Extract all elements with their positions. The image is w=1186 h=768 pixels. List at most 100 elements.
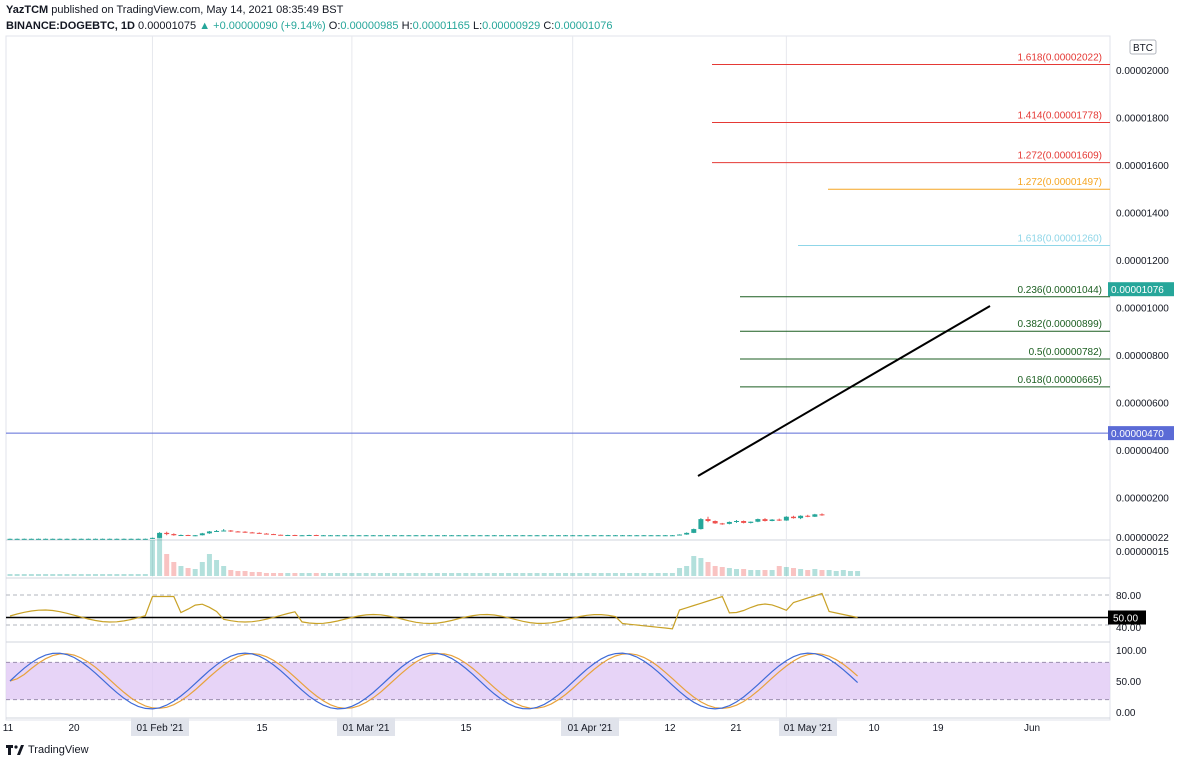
candle-body <box>78 538 84 540</box>
publisher-name[interactable]: YazTCM <box>6 4 49 16</box>
volume-bar <box>798 569 804 576</box>
candle-body <box>164 532 170 535</box>
candle-body <box>135 538 141 540</box>
candle-body <box>299 535 305 537</box>
stoch-d-line <box>9 652 858 710</box>
current-price-label: 0.00001076 <box>1111 285 1164 296</box>
candle-body <box>64 538 70 540</box>
volume-bar <box>719 567 725 576</box>
volume-bar <box>392 573 398 576</box>
candle-body <box>420 535 426 537</box>
fib-level-label: 0.382(0.00000899) <box>1017 319 1102 330</box>
candle-body <box>712 521 718 524</box>
candle-body <box>812 514 818 517</box>
candle-body <box>242 531 248 533</box>
candle-body <box>634 535 640 537</box>
x-tick-label: 10 <box>868 723 880 734</box>
volume-bar <box>14 574 20 576</box>
candle-body <box>598 535 604 537</box>
volume-bar <box>712 566 718 576</box>
candle-body <box>85 538 91 540</box>
volume-bar <box>50 574 56 576</box>
candle-body <box>50 538 56 540</box>
candle-body <box>698 519 704 530</box>
candle-body <box>306 535 312 537</box>
candle-body <box>214 530 220 532</box>
candle-body <box>171 534 177 536</box>
x-label-highlight <box>561 718 619 736</box>
footer-brand[interactable]: TradingView <box>6 744 89 756</box>
volume-bar <box>100 574 106 576</box>
candle-body <box>363 535 369 537</box>
volume-bar <box>513 573 519 576</box>
volume-bar <box>684 566 690 576</box>
candle-body <box>43 538 49 540</box>
candle-body <box>491 535 497 537</box>
candle-body <box>263 533 269 535</box>
candle-body <box>121 538 127 540</box>
volume-bar <box>783 567 789 576</box>
candle-body <box>92 538 98 540</box>
candle-body <box>100 538 106 540</box>
volume-bar <box>128 574 134 576</box>
stoch-band <box>6 662 1110 700</box>
volume-bar <box>484 573 490 576</box>
volume-bar <box>840 570 846 576</box>
volume-bar <box>235 571 241 576</box>
symbol-label: BINANCE:DOGEBTC, 1D <box>6 20 135 32</box>
volume-bar <box>427 573 433 576</box>
fib-level-label: 1.414(0.00001778) <box>1017 110 1102 121</box>
volume-bar <box>157 536 163 576</box>
volume-bar <box>477 573 483 576</box>
volume-bar <box>762 570 768 576</box>
candle-body <box>406 535 412 537</box>
low-label: L: <box>472 20 483 32</box>
candle-body <box>726 521 732 524</box>
candle-body <box>641 535 647 537</box>
volume-bar <box>7 574 13 576</box>
volume-bar <box>214 560 220 576</box>
candle-body <box>669 535 675 537</box>
tradingview-logo-icon <box>6 745 24 755</box>
volume-bar <box>506 573 512 576</box>
candle-body <box>235 531 241 533</box>
candle-body <box>684 532 690 535</box>
volume-bar <box>185 568 191 576</box>
candle-body <box>199 533 205 536</box>
candle-body <box>377 535 383 537</box>
volume-bar <box>335 573 341 576</box>
candle-body <box>548 535 554 537</box>
volume-bar <box>271 573 277 576</box>
candle-body <box>313 535 319 537</box>
candle-body <box>149 537 155 539</box>
current-price-tag <box>1108 282 1174 297</box>
candle-body <box>563 535 569 537</box>
rsi-tick-label: 80.00 <box>1116 591 1141 602</box>
currency-label: BTC <box>1133 43 1153 54</box>
volume-bar <box>520 573 526 576</box>
currency-badge <box>1129 39 1157 55</box>
price-tick-label: 0.00001600 <box>1116 161 1169 172</box>
volume-bar <box>107 574 113 576</box>
x-tick-label: Jun <box>1024 723 1040 734</box>
volume-bar <box>313 573 319 576</box>
candle-body <box>157 532 163 538</box>
candle-body <box>741 521 747 523</box>
candle-body <box>21 538 27 540</box>
volume-bar <box>769 570 775 576</box>
volume-bar <box>648 573 654 576</box>
volume-bar <box>43 574 49 576</box>
volume-bar <box>812 569 818 576</box>
volume-bar <box>634 573 640 576</box>
volume-bar <box>705 562 711 576</box>
volume-bar <box>847 571 853 576</box>
volume-bar <box>221 566 227 576</box>
candle-body <box>498 535 504 537</box>
candle-body <box>612 535 618 537</box>
candle-body <box>620 535 626 537</box>
volume-bar <box>527 573 533 576</box>
rsi-value-tag <box>1108 610 1146 625</box>
volume-bar <box>413 573 419 576</box>
volume-bar <box>677 568 683 576</box>
